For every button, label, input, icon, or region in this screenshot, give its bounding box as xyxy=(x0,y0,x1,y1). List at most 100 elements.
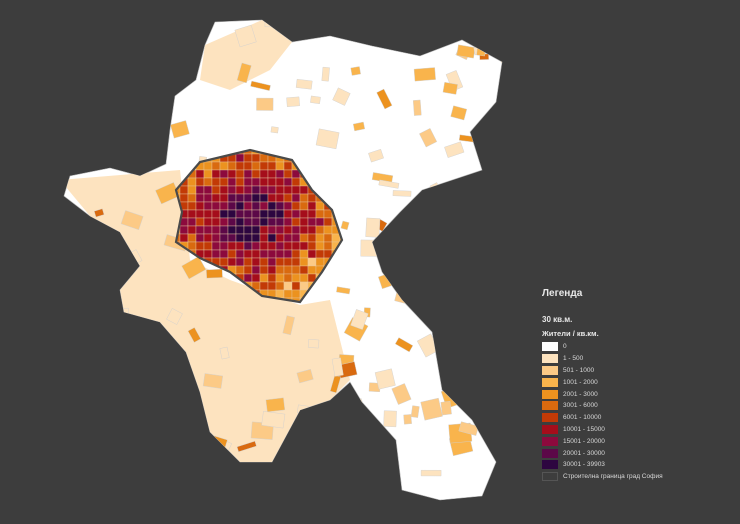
district xyxy=(181,256,207,280)
district xyxy=(315,257,325,267)
district xyxy=(283,225,293,235)
district xyxy=(299,249,309,259)
district xyxy=(283,265,293,275)
district xyxy=(93,208,105,218)
district xyxy=(243,241,253,251)
district xyxy=(444,317,461,333)
district xyxy=(118,74,133,83)
district xyxy=(219,241,229,251)
district xyxy=(235,249,245,259)
district xyxy=(299,217,309,227)
district xyxy=(219,185,229,195)
district xyxy=(89,383,113,405)
legend-item: 15001 - 20000 xyxy=(542,435,663,447)
district xyxy=(251,249,261,259)
district xyxy=(307,339,320,349)
district xyxy=(243,161,253,171)
district xyxy=(291,273,301,283)
district xyxy=(270,126,279,134)
district xyxy=(283,289,293,299)
district xyxy=(307,249,317,259)
district xyxy=(203,233,213,243)
district xyxy=(299,241,309,251)
legend-swatch xyxy=(542,413,558,423)
legend-item: 10001 - 15000 xyxy=(542,424,663,436)
district xyxy=(219,257,229,267)
district xyxy=(126,454,142,464)
district xyxy=(275,289,285,299)
district xyxy=(109,252,127,271)
district xyxy=(93,138,119,161)
district xyxy=(352,121,365,132)
legend-item: 30001 - 39903 xyxy=(542,459,663,471)
district xyxy=(307,265,317,275)
district xyxy=(261,411,286,429)
district xyxy=(110,307,130,317)
district xyxy=(168,359,191,373)
district xyxy=(283,209,293,219)
district xyxy=(243,201,253,211)
legend-label: 2001 - 3000 xyxy=(563,390,598,398)
district xyxy=(170,120,190,139)
district xyxy=(383,410,397,428)
district xyxy=(179,193,189,203)
legend-label: 6001 - 10000 xyxy=(563,414,602,422)
district xyxy=(219,209,229,219)
district xyxy=(235,217,245,227)
district xyxy=(227,169,237,179)
district xyxy=(120,210,144,231)
district xyxy=(275,161,285,171)
district xyxy=(211,177,221,187)
district xyxy=(211,193,221,203)
legend-subtitle: 30 кв.м. xyxy=(542,315,573,324)
district xyxy=(376,88,393,110)
district xyxy=(166,308,183,325)
district xyxy=(243,225,253,235)
district xyxy=(219,346,230,360)
district xyxy=(95,64,107,80)
district xyxy=(219,217,229,227)
district xyxy=(243,153,253,163)
district xyxy=(307,209,317,219)
district xyxy=(267,265,277,275)
district xyxy=(476,277,496,297)
district xyxy=(203,209,213,219)
district xyxy=(235,241,245,251)
district xyxy=(203,201,213,211)
legend-item: 501 - 1000 xyxy=(542,365,663,377)
legend-item: 2001 - 3000 xyxy=(542,388,663,400)
district xyxy=(323,217,333,227)
district xyxy=(291,185,301,195)
district xyxy=(235,161,245,171)
district xyxy=(235,225,245,235)
district xyxy=(211,249,221,259)
district xyxy=(203,193,213,203)
district xyxy=(259,241,269,251)
district xyxy=(383,254,405,276)
district xyxy=(187,209,197,219)
district xyxy=(235,265,245,275)
district xyxy=(227,257,237,267)
legend-label: 15001 - 20000 xyxy=(563,437,605,445)
district xyxy=(275,281,285,291)
district xyxy=(251,233,261,243)
district xyxy=(203,161,213,171)
district xyxy=(195,169,205,179)
district xyxy=(360,239,382,257)
district xyxy=(243,169,253,179)
district xyxy=(299,209,309,219)
legend-unit: Жители / кв.км. xyxy=(542,329,599,338)
district xyxy=(385,245,405,259)
district xyxy=(283,233,293,243)
district xyxy=(187,177,197,187)
district xyxy=(251,265,261,275)
legend-label: 10001 - 15000 xyxy=(563,425,605,433)
legend-item: 3001 - 6000 xyxy=(542,400,663,412)
district xyxy=(283,193,293,203)
district xyxy=(251,201,261,211)
district xyxy=(195,217,205,227)
district xyxy=(456,44,476,59)
legend-swatch xyxy=(542,424,558,434)
